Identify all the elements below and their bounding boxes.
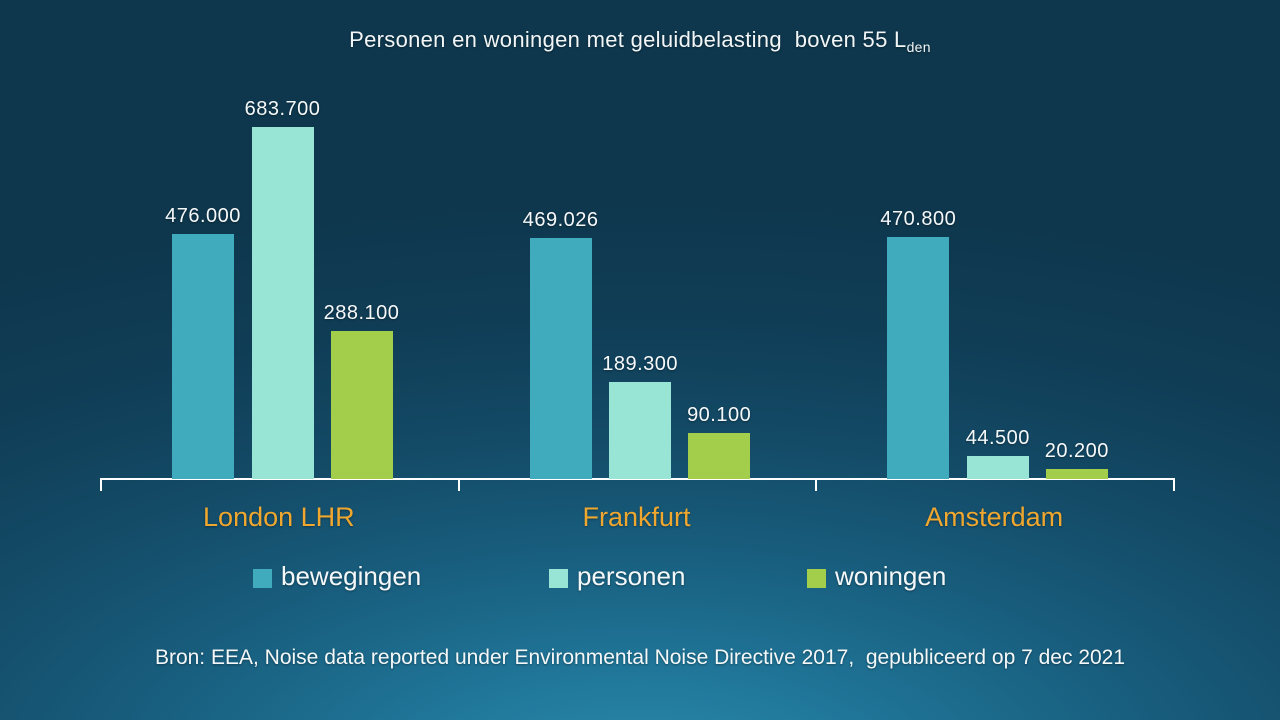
category-label-london-lhr: London LHR — [203, 502, 355, 532]
bar-personen-frankfurt — [609, 381, 672, 479]
bar-value-label-bewegingen-london-lhr: 476.000 — [165, 204, 241, 227]
bar-woningen-frankfurt — [688, 432, 751, 479]
source-note: Bron: EEA, Noise data reported under Env… — [154, 646, 1126, 669]
bar-bewegingen-london-lhr — [172, 233, 234, 479]
axis-tick — [457, 478, 460, 491]
bar-value-label-woningen-london-lhr: 288.100 — [323, 301, 400, 324]
chart-title-subscript: den — [906, 39, 931, 55]
bar-value-label-personen-frankfurt: 189.300 — [602, 352, 679, 375]
bar-value-label-woningen-amsterdam: 20.200 — [1044, 439, 1109, 462]
legend-item-personen: personen — [549, 561, 685, 592]
category-label-amsterdam: Amsterdam — [925, 502, 1064, 532]
legend-swatch-icon — [549, 568, 568, 588]
legend-item-bewegingen: bewegingen — [253, 561, 421, 592]
bar-value-label-bewegingen-frankfurt: 469.026 — [522, 208, 599, 231]
legend-label: bewegingen — [281, 561, 422, 591]
bar-personen-amsterdam — [966, 456, 1029, 479]
legend-label: woningen — [835, 561, 947, 591]
x-axis-line — [100, 478, 1173, 480]
bar-personen-london-lhr — [251, 127, 314, 479]
bar-woningen-amsterdam — [1045, 468, 1108, 479]
legend: bewegingen personen woningen — [0, 561, 1280, 591]
bar-bewegingen-frankfurt — [529, 237, 592, 479]
category-label-frankfurt: Frankfurt — [582, 502, 691, 532]
bar-bewegingen-amsterdam — [887, 236, 950, 479]
legend-swatch-icon — [807, 568, 826, 588]
bar-value-label-personen-amsterdam: 44.500 — [965, 427, 1030, 450]
axis-tick — [815, 478, 818, 491]
bar-value-label-woningen-frankfurt: 90.100 — [687, 403, 752, 426]
bar-woningen-london-lhr — [330, 330, 393, 479]
bar-value-label-bewegingen-amsterdam: 470.800 — [880, 207, 957, 230]
legend-item-woningen: woningen — [807, 561, 946, 592]
axis-tick — [100, 478, 102, 491]
legend-label: personen — [577, 561, 686, 591]
bar-value-label-personen-london-lhr: 683.700 — [244, 98, 321, 120]
legend-swatch-icon — [253, 568, 272, 588]
chart-title-text: Personen en woningen met geluidbelasting… — [349, 27, 907, 52]
chart-title: Personen en woningen met geluidbelasting… — [0, 27, 1280, 55]
axis-tick — [1173, 478, 1175, 491]
